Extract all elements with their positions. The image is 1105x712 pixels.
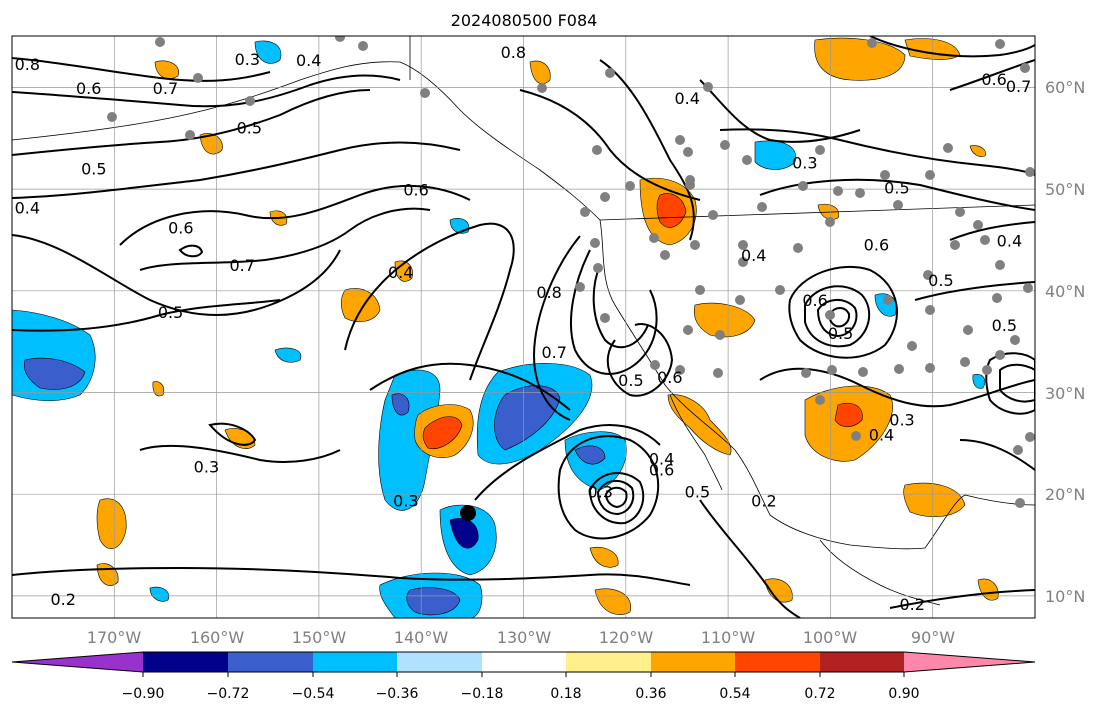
contour-label: 0.3 bbox=[587, 483, 612, 502]
contour-label: 0.4 bbox=[741, 246, 766, 265]
contour-label: 0.2 bbox=[751, 492, 776, 511]
contour-label: 0.5 bbox=[828, 324, 853, 343]
colorbar-swatch bbox=[820, 652, 904, 672]
contour-label: 0.4 bbox=[869, 425, 894, 444]
colorbar-tick-label: 0.72 bbox=[804, 686, 835, 702]
colorbar-tick-label: 0.36 bbox=[635, 686, 666, 702]
contour-label: 0.4 bbox=[674, 89, 699, 108]
colorbar-tick-label: −0.90 bbox=[122, 686, 165, 702]
colorbar-swatch bbox=[735, 652, 820, 672]
contour-label: 0.5 bbox=[685, 483, 710, 502]
contour-label: 0.5 bbox=[618, 371, 643, 390]
colorbar-tick-label: −0.18 bbox=[461, 686, 504, 702]
colorbar-extend-low bbox=[12, 652, 143, 672]
colorbar-swatch bbox=[228, 652, 313, 672]
lat-label: 20°N bbox=[1045, 485, 1085, 504]
colorbar-swatch bbox=[397, 652, 482, 672]
station-markers bbox=[107, 36, 1035, 508]
contour-label: 0.6 bbox=[76, 79, 101, 98]
contour-label: 0.7 bbox=[153, 79, 178, 98]
contour-label: 0.3 bbox=[889, 410, 914, 429]
colorbar-tick-label: −0.54 bbox=[292, 686, 335, 702]
contour-label: 0.7 bbox=[1006, 77, 1031, 96]
lon-label: 170°W bbox=[87, 628, 142, 647]
colorbar-tick-label: 0.18 bbox=[550, 686, 581, 702]
contour-label: 0.6 bbox=[649, 461, 674, 480]
contour-label: 0.4 bbox=[649, 450, 674, 469]
colorbar: −0.90 −0.72 −0.54 −0.36 −0.18 0.18 0.36 0.54 0.7… bbox=[11, 651, 1036, 702]
contour-label: 0.5 bbox=[158, 303, 183, 322]
contour-label: 0.4 bbox=[15, 199, 40, 218]
contour-label: 0.5 bbox=[884, 179, 909, 198]
contour-label: 0.6 bbox=[168, 219, 193, 238]
lon-label: 120°W bbox=[599, 628, 654, 647]
contour-label: 0.6 bbox=[657, 368, 682, 387]
contour-label: 0.5 bbox=[992, 316, 1017, 335]
contour-label: 0.4 bbox=[388, 263, 413, 282]
lon-label: 110°W bbox=[701, 628, 756, 647]
figure-title: 2024080500 F084 bbox=[451, 11, 598, 30]
filled-anomaly-shading bbox=[12, 37, 999, 618]
contour-label: 0.4 bbox=[296, 51, 321, 70]
contour-label: 0.3 bbox=[792, 153, 817, 172]
colorbar-tick-label: 0.90 bbox=[888, 686, 919, 702]
contour-label: 0.6 bbox=[403, 181, 428, 200]
contour-label: 0.8 bbox=[501, 43, 526, 62]
contour-labels: 0.80.60.50.40.70.3 0.40.50.60.60.7 0.40.50… bbox=[15, 43, 1032, 614]
colorbar-tick-label: 0.54 bbox=[719, 686, 750, 702]
contour-label: 0.3 bbox=[194, 458, 219, 477]
lon-label: 100°W bbox=[803, 628, 858, 647]
colorbar-tick-label: −0.36 bbox=[376, 686, 419, 702]
contour-label: 0.6 bbox=[864, 236, 889, 255]
storm-center-marker bbox=[460, 505, 476, 521]
colorbar-swatch bbox=[566, 652, 651, 672]
colorbar-swatch bbox=[313, 652, 397, 672]
contour-label: 0.3 bbox=[235, 50, 260, 69]
lon-label: 140°W bbox=[394, 628, 449, 647]
colorbar-swatch bbox=[651, 652, 735, 672]
lat-label: 60°N bbox=[1045, 78, 1085, 97]
longitude-labels: 170°W 160°W 150°W 140°W 130°W 120°W 110°… bbox=[87, 628, 955, 647]
graticule bbox=[12, 36, 1035, 618]
contour-label: 0.5 bbox=[81, 160, 106, 179]
colorbar-swatch bbox=[143, 652, 228, 672]
contour-label: 0.6 bbox=[802, 291, 827, 310]
contour-label: 0.2 bbox=[899, 595, 924, 614]
contour-label: 0.4 bbox=[997, 232, 1022, 251]
lat-label: 30°N bbox=[1045, 384, 1085, 403]
contour-label: 0.5 bbox=[928, 271, 953, 290]
contour-label: 0.2 bbox=[50, 590, 75, 609]
contour-label: 0.5 bbox=[237, 118, 262, 137]
contour-label: 0.7 bbox=[541, 343, 566, 362]
lat-label: 40°N bbox=[1045, 282, 1085, 301]
contour-lines bbox=[12, 36, 1035, 618]
map-frame bbox=[11, 35, 1036, 619]
colorbar-extend-high bbox=[904, 652, 1035, 672]
colorbar-swatch bbox=[482, 652, 566, 672]
coastlines bbox=[12, 36, 1035, 606]
lon-label: 150°W bbox=[292, 628, 347, 647]
contour-label: 0.3 bbox=[393, 492, 418, 511]
latitude-labels: 60°N 50°N 40°N 30°N 20°N 10°N bbox=[1045, 78, 1085, 606]
lat-label: 10°N bbox=[1045, 587, 1085, 606]
lon-label: 160°W bbox=[190, 628, 245, 647]
lon-label: 130°W bbox=[497, 628, 552, 647]
colorbar-tick-label: −0.72 bbox=[207, 686, 250, 702]
map-panel: 0.80.60.50.40.70.3 0.40.50.60.60.7 0.40.50… bbox=[12, 36, 1035, 618]
contour-label: 0.8 bbox=[536, 283, 561, 302]
lon-label: 90°W bbox=[911, 628, 955, 647]
contour-label: 0.8 bbox=[15, 55, 40, 74]
contour-label: 0.6 bbox=[981, 70, 1006, 89]
lat-label: 50°N bbox=[1045, 180, 1085, 199]
contour-label: 0.7 bbox=[229, 256, 254, 275]
